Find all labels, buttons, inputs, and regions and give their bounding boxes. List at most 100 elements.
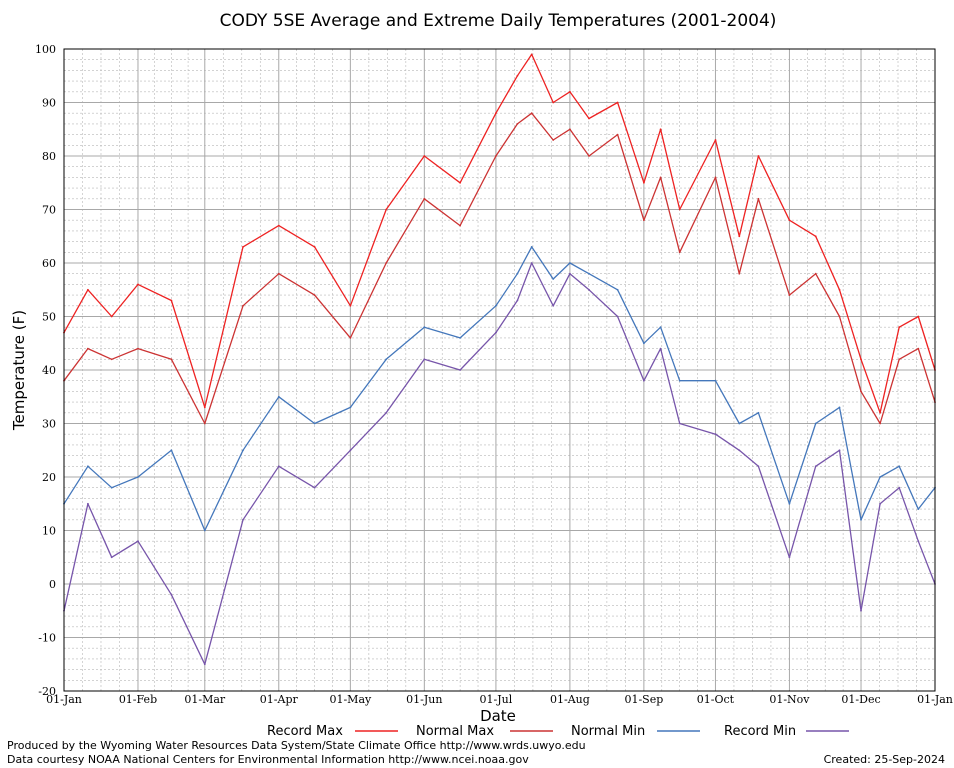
data-point — [659, 326, 662, 329]
data-point — [530, 112, 533, 115]
data-point — [588, 288, 590, 291]
data-point — [277, 272, 280, 275]
data-point — [879, 476, 881, 478]
y-tick-label: 10 — [42, 525, 56, 538]
data-point — [588, 117, 590, 120]
data-point — [569, 128, 571, 131]
data-point — [860, 518, 862, 521]
data-point — [170, 358, 173, 361]
footer-produced-by: Produced by the Wyoming Water Resources … — [7, 739, 586, 752]
data-point — [459, 181, 461, 184]
data-point — [879, 502, 881, 505]
data-point — [678, 379, 681, 382]
data-point — [110, 486, 113, 489]
y-tick-label: 0 — [49, 578, 56, 591]
data-point — [349, 304, 352, 307]
data-point — [616, 133, 619, 136]
legend-label-normal-max: Normal Max — [416, 724, 494, 739]
data-point — [242, 246, 244, 248]
data-point — [313, 294, 316, 296]
data-point — [349, 337, 352, 339]
data-point — [516, 299, 519, 302]
data-point — [714, 433, 717, 436]
x-tick-label: 01-Dec — [841, 693, 880, 706]
data-point — [385, 358, 388, 361]
data-point — [110, 556, 113, 559]
data-point — [530, 262, 533, 264]
series-line-normal-max — [63, 112, 936, 425]
data-point — [552, 304, 555, 307]
data-point — [349, 449, 352, 452]
data-point — [917, 347, 920, 350]
data-point — [242, 518, 244, 521]
data-point — [588, 272, 590, 275]
data-point — [898, 326, 901, 329]
data-point — [814, 422, 817, 425]
data-point — [516, 123, 519, 125]
data-point — [203, 422, 206, 425]
data-point — [917, 540, 920, 543]
data-point — [530, 53, 533, 56]
series-line-record-max — [63, 53, 936, 414]
data-point — [860, 358, 862, 361]
legend-label-record-min: Record Min — [724, 724, 796, 739]
data-point — [643, 342, 645, 345]
x-tick-label: 01-Feb — [119, 693, 157, 706]
plot-frame — [63, 48, 936, 692]
data-point — [917, 508, 920, 510]
data-point — [459, 337, 461, 339]
data-point — [879, 411, 881, 414]
data-point — [569, 262, 571, 264]
data-point — [137, 347, 139, 350]
x-axis-label: Date — [480, 707, 516, 725]
data-point — [423, 197, 426, 200]
data-point — [170, 299, 173, 302]
data-point — [385, 262, 388, 264]
data-point — [643, 181, 645, 184]
data-point — [838, 315, 841, 318]
data-point — [569, 90, 571, 93]
x-tick-label: 01-Mar — [184, 693, 226, 706]
legend: Record Max Normal Max Normal Min Record … — [267, 724, 849, 739]
legend-label-record-max: Record Max — [267, 724, 343, 739]
data-point — [814, 465, 817, 468]
x-tick-label: 01-Sep — [624, 693, 663, 706]
data-point — [313, 246, 316, 248]
data-point — [110, 315, 113, 318]
x-tick-label: 01-Apr — [260, 693, 299, 706]
data-point — [277, 224, 280, 227]
y-tick-label: 60 — [42, 257, 56, 270]
data-point — [242, 449, 244, 452]
x-tick-label: 01-Aug — [550, 693, 590, 706]
series-line-record-min — [63, 262, 936, 665]
series-layer — [63, 53, 936, 666]
x-tick-label: 01-Jun — [406, 693, 442, 706]
data-point — [788, 556, 791, 559]
data-point — [495, 331, 497, 334]
data-point — [516, 74, 519, 77]
data-point — [516, 272, 519, 275]
data-point — [814, 235, 817, 238]
data-point — [87, 502, 89, 505]
data-point — [714, 139, 717, 141]
data-point — [860, 390, 862, 393]
data-point — [423, 358, 426, 361]
data-point — [788, 294, 791, 296]
data-point — [838, 449, 841, 452]
data-point — [659, 176, 662, 179]
data-point — [616, 288, 619, 291]
data-point — [170, 449, 173, 452]
data-point — [495, 112, 497, 115]
y-tick-label: -20 — [38, 685, 56, 698]
data-point — [277, 395, 280, 398]
data-point — [87, 465, 89, 468]
x-tick-label: 01-Oct — [697, 693, 735, 706]
data-point — [616, 315, 619, 318]
data-point — [87, 288, 89, 291]
data-point — [643, 219, 645, 222]
data-point — [898, 486, 901, 489]
data-point — [203, 663, 206, 666]
data-point — [87, 347, 89, 350]
data-point — [385, 208, 388, 211]
